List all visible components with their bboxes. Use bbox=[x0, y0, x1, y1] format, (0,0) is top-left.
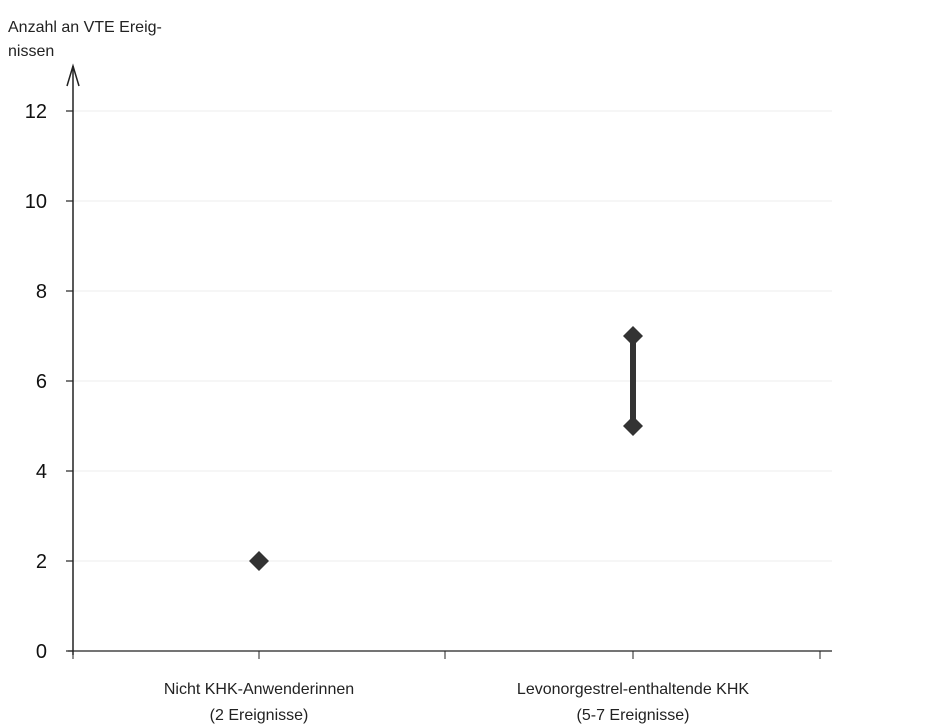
y-tick-label-0: 0 bbox=[36, 641, 47, 663]
range-max-marker-1 bbox=[623, 326, 643, 346]
y-axis-label-line-1: Anzahl an VTE Ereig- bbox=[8, 19, 162, 36]
y-axis-label-line-2: nissen bbox=[8, 43, 55, 60]
y-tick-label-2: 2 bbox=[36, 551, 47, 573]
range-min-marker-1 bbox=[623, 416, 643, 436]
point-marker-0 bbox=[249, 551, 269, 571]
axis-layer bbox=[66, 63, 832, 659]
y-tick-label-4: 4 bbox=[36, 461, 47, 483]
y-tick-label-12: 12 bbox=[25, 101, 47, 123]
y-tick-label-10: 10 bbox=[25, 191, 47, 213]
y-tick-label-6: 6 bbox=[36, 371, 47, 393]
y-tick-label-8: 8 bbox=[36, 281, 47, 303]
y-axis-arrow bbox=[66, 63, 80, 87]
y-axis-label: Anzahl an VTE Ereig- nissen bbox=[8, 16, 218, 64]
category-label-0-line-2: (2 Ereignisse) bbox=[210, 707, 309, 724]
label-layer: 0 2 4 6 8 10 12 Nicht KHK-Anwenderinnen (2 Ereig… bbox=[25, 101, 750, 724]
category-label-1-line-2: (5-7 Ereignisse) bbox=[577, 707, 690, 724]
category-label-1-line-1: Levonorgestrel-enthaltende KHK bbox=[517, 681, 749, 698]
mark-layer bbox=[249, 326, 643, 571]
category-label-0-line-1: Nicht KHK-Anwenderinnen bbox=[164, 681, 354, 698]
grid-layer bbox=[73, 110, 832, 562]
